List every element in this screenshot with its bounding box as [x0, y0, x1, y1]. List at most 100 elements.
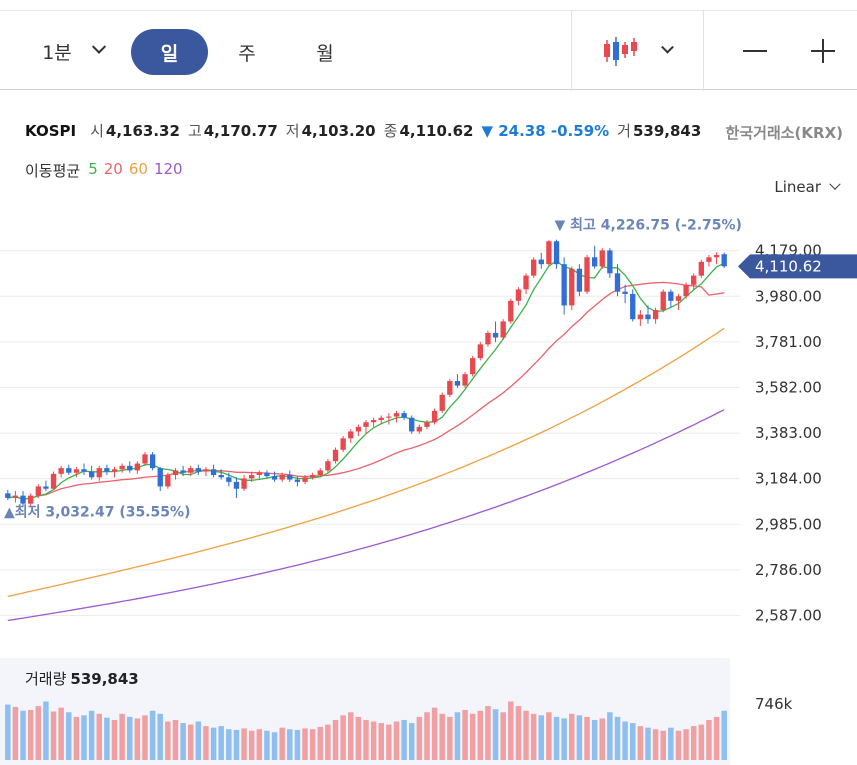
- volume-bar: [530, 713, 537, 760]
- volume-bar: [386, 724, 392, 760]
- zoom-in-button[interactable]: [798, 11, 848, 91]
- candle-body: [355, 426, 362, 432]
- volume-bar: [134, 718, 141, 760]
- candle-body: [149, 454, 156, 469]
- volume-bar: [553, 716, 560, 760]
- candle-body: [530, 259, 537, 276]
- volume-bar: [248, 730, 255, 760]
- annotations: ▼ 최고 4,226.75 (-2.75%) ▲최저 3,032.47 (35.5…: [4, 218, 857, 521]
- candle-body: [492, 332, 499, 338]
- interval-dropdown[interactable]: 1분: [28, 11, 118, 91]
- volume-bar: [698, 724, 705, 760]
- candle-body: [325, 461, 331, 471]
- volume-bar: [233, 729, 240, 760]
- volume-bar: [401, 719, 407, 760]
- candle-body: [599, 250, 605, 267]
- candle-body: [12, 495, 19, 498]
- candle-body: [637, 314, 644, 320]
- ma-120-label: 120: [153, 160, 183, 178]
- candle-body: [721, 254, 727, 267]
- divider: [703, 11, 704, 91]
- volume-bar: [317, 726, 324, 760]
- period-tab-day[interactable]: 일: [131, 29, 208, 75]
- candle-body: [409, 417, 415, 432]
- candle-body: [614, 273, 621, 292]
- last-price-label: 4,110.62: [755, 257, 822, 275]
- exchange-name: 한국거래소(KRX): [725, 124, 843, 142]
- candle-body: [576, 268, 583, 292]
- candle-body: [591, 257, 598, 267]
- volume-bar: [73, 716, 80, 760]
- period-tab-month[interactable]: 월: [316, 42, 334, 65]
- volume-bar: [591, 719, 598, 760]
- close-label: 종: [383, 122, 398, 140]
- volume-bar: [538, 715, 545, 760]
- volume-bar: [485, 706, 491, 760]
- volume-value: 539,843: [632, 122, 702, 140]
- volume-bar: [454, 712, 461, 760]
- volume-bar: [119, 713, 125, 760]
- low-annotation: ▲최저 3,032.47 (35.55%): [4, 505, 190, 521]
- volume-title-value: 539,843: [70, 670, 139, 688]
- volume-bar: [569, 713, 575, 760]
- volume-bar: [424, 712, 430, 760]
- scale-label: Linear: [774, 178, 821, 196]
- high-value: 4,170.77: [203, 122, 278, 140]
- candle-body: [424, 422, 430, 427]
- candle-body: [363, 422, 369, 427]
- volume-bar: [172, 719, 179, 760]
- price-axis: 4,179.003,980.003,781.003,582.003,383.00…: [755, 242, 822, 625]
- candle-body: [165, 475, 171, 487]
- candle-body: [203, 469, 209, 472]
- volume-bar: [408, 723, 415, 760]
- quote-summary: KOSPI 시 4,163.32 고 4,170.77 저 4,103.20 종…: [25, 120, 709, 141]
- volume-bar: [439, 713, 445, 760]
- zoom-out-button[interactable]: [730, 11, 780, 91]
- volume-bar: [325, 724, 331, 760]
- ma-20-line: [7, 281, 725, 500]
- candle-body: [675, 296, 682, 301]
- volume-bar: [264, 730, 270, 760]
- chart-type-dropdown[interactable]: [571, 11, 703, 91]
- volume-bar: [226, 729, 232, 760]
- volume-bar: [348, 712, 354, 760]
- candle-body: [683, 284, 689, 297]
- volume-bar: [203, 726, 209, 760]
- volume-bar: [721, 710, 727, 760]
- moving-average-lines: [7, 260, 725, 622]
- volume-bar: [713, 716, 720, 760]
- open-label: 시: [90, 122, 104, 140]
- volume-bar: [88, 710, 95, 760]
- volume-bar: [706, 719, 712, 760]
- candle-body: [249, 475, 255, 479]
- period-tab-week[interactable]: 주: [238, 42, 256, 65]
- candle-body: [706, 257, 712, 262]
- candle-body: [569, 268, 575, 306]
- candle-body: [142, 454, 148, 464]
- volume-bar: [332, 719, 339, 760]
- price-tick-label: 3,582.00: [755, 378, 822, 396]
- candle-body: [287, 475, 293, 480]
- candle-body: [630, 293, 636, 320]
- candle-body: [180, 470, 186, 473]
- candle-body: [454, 381, 461, 386]
- volume-bar: [431, 707, 438, 760]
- moving-average-legend[interactable]: 이동평균 5 20 60 120: [25, 160, 183, 181]
- candle-body: [134, 463, 141, 471]
- candle-body: [302, 477, 308, 482]
- candle-body: [28, 495, 34, 504]
- volume-bar: [43, 701, 49, 760]
- volume-bar: [515, 706, 522, 760]
- price-tick-label: 3,383.00: [755, 424, 822, 442]
- volume-bar: [294, 729, 301, 760]
- candle-body: [439, 394, 445, 411]
- high-annotation: ▼ 최고 4,226.75 (-2.75%): [555, 218, 742, 234]
- volume-bar: [12, 706, 19, 760]
- low-label: 저: [285, 122, 300, 140]
- candle-body: [645, 314, 651, 320]
- candle-body: [652, 310, 659, 320]
- scale-dropdown[interactable]: Linear: [774, 178, 841, 196]
- volume-bar: [500, 712, 506, 760]
- volume-bar: [142, 715, 148, 760]
